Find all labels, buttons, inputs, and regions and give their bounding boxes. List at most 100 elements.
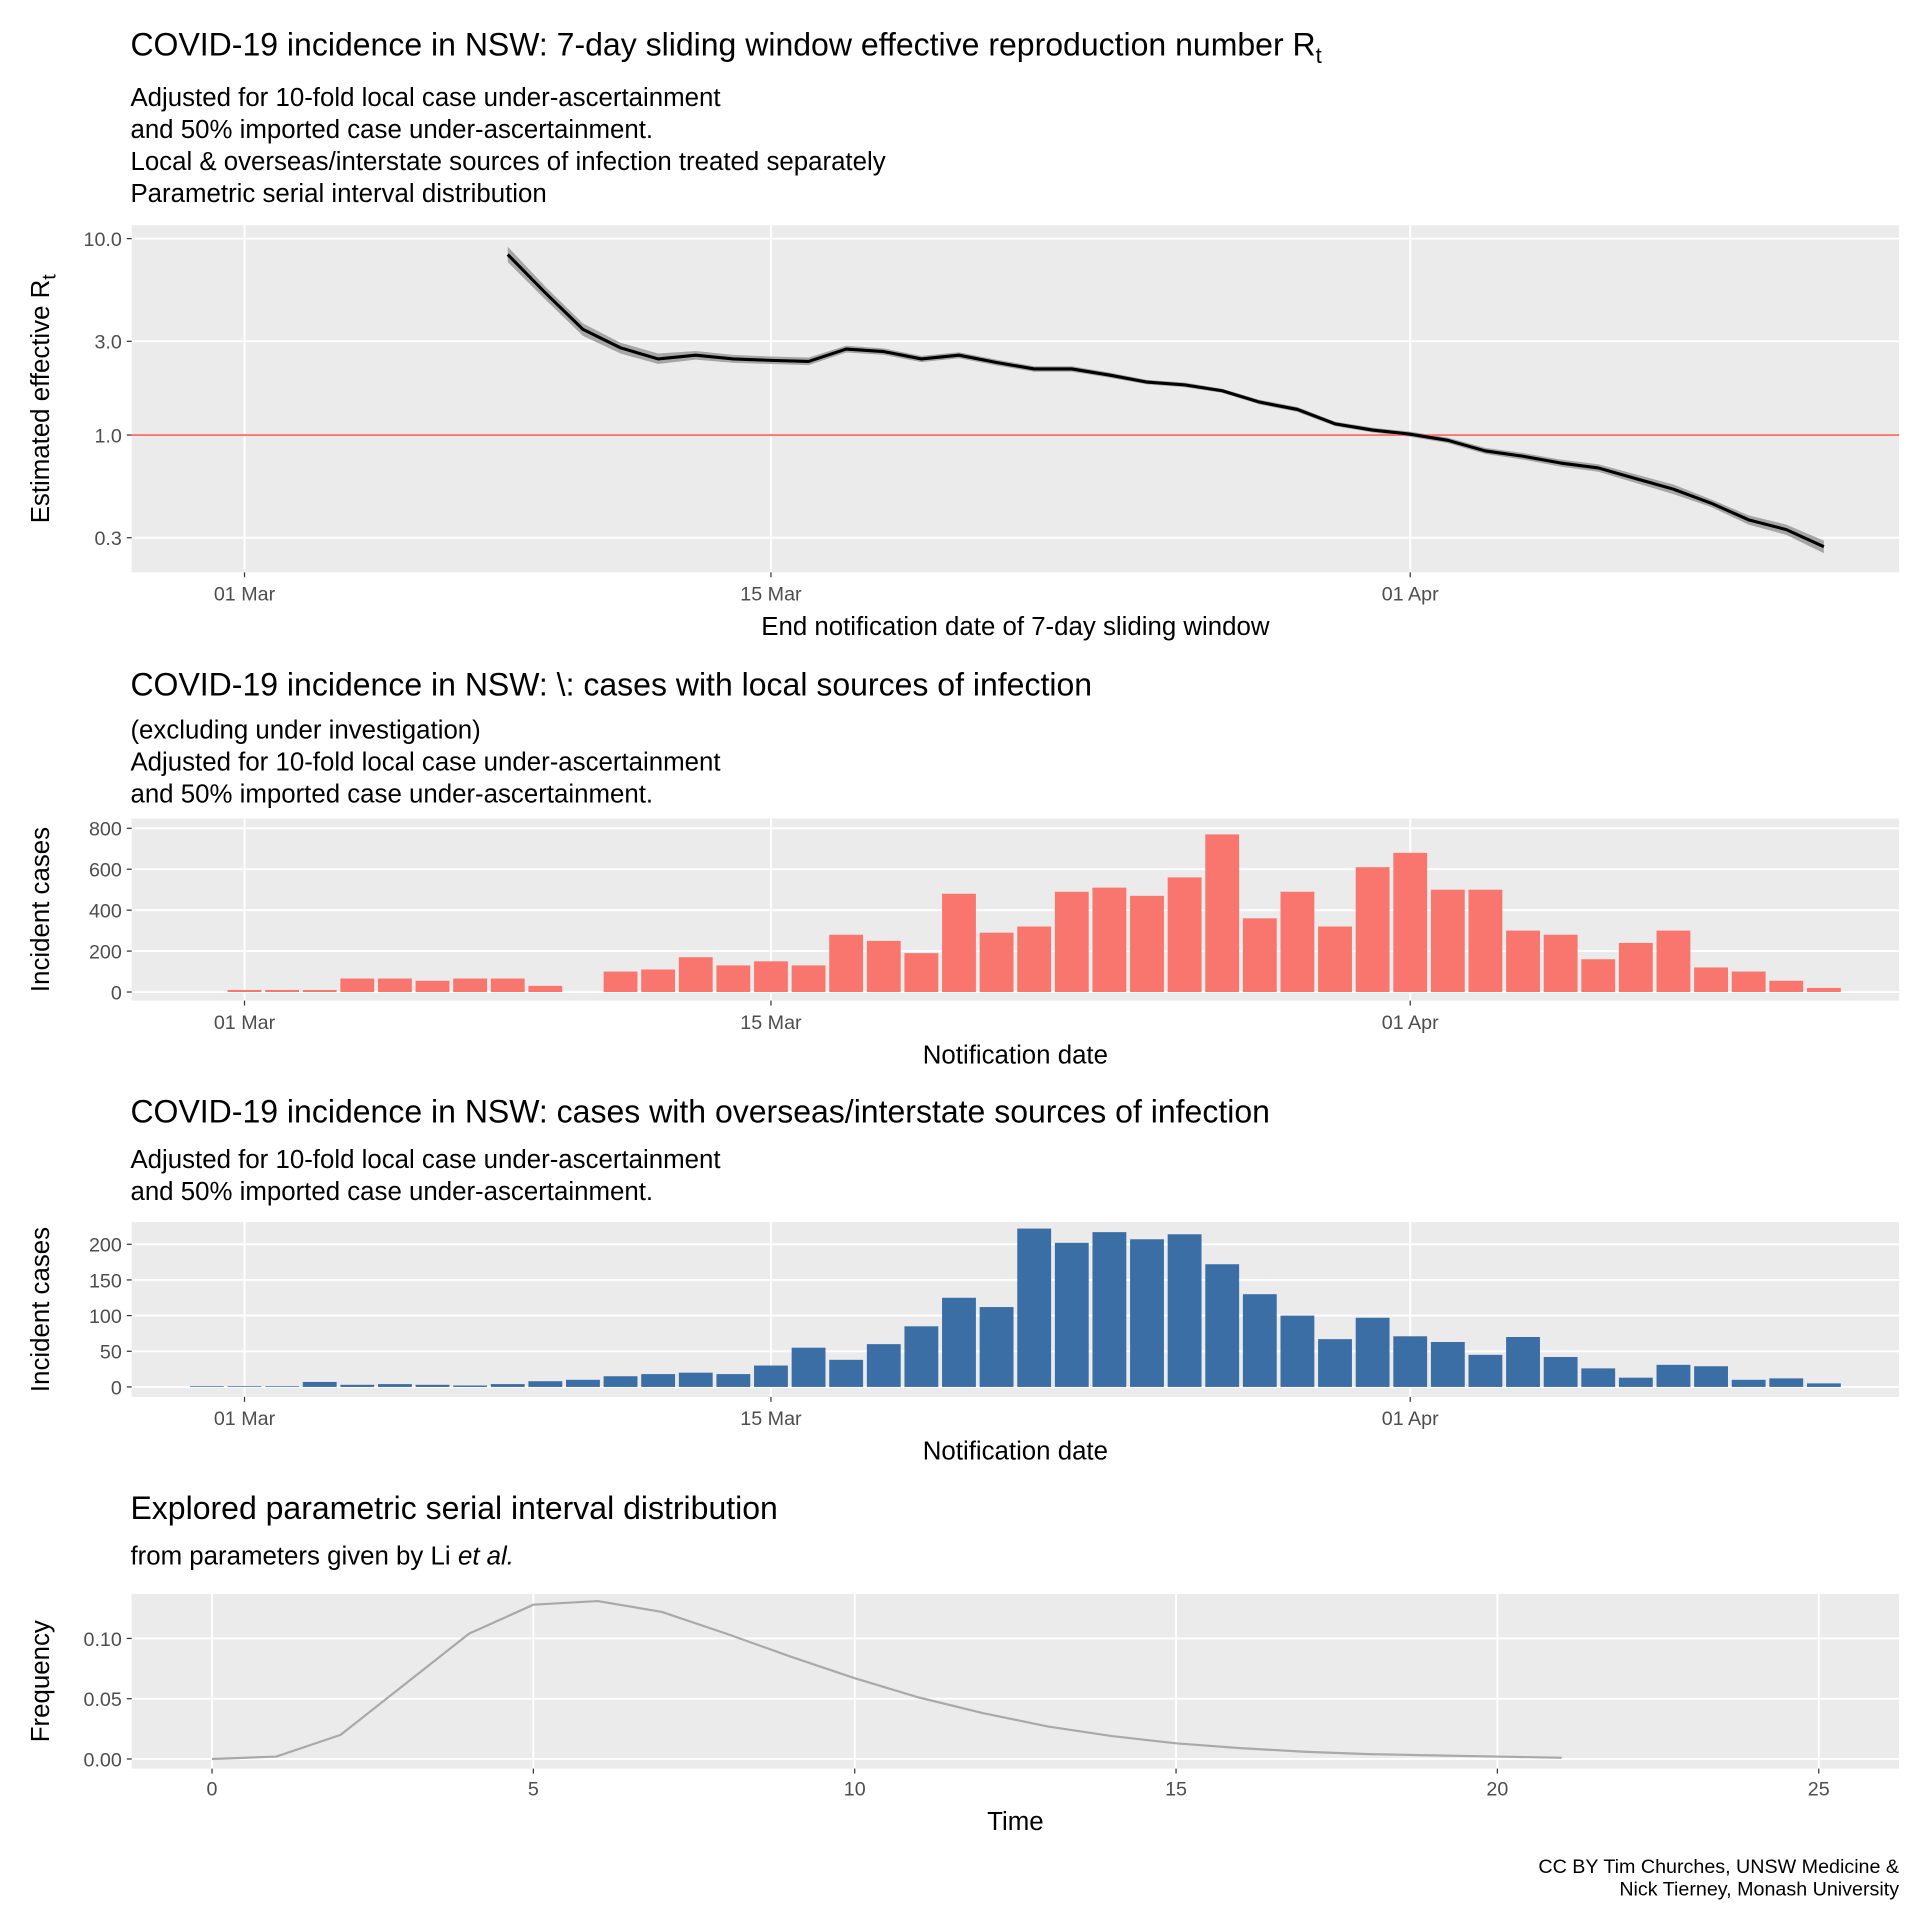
bar xyxy=(603,971,638,993)
bar xyxy=(1017,1228,1052,1387)
bar xyxy=(1506,930,1540,993)
y-tick-label: 400 xyxy=(89,901,122,923)
y-tick-label: 200 xyxy=(89,941,122,963)
y-tick-label: 0.00 xyxy=(84,1749,122,1771)
bar xyxy=(1167,877,1202,993)
bar xyxy=(942,1297,976,1387)
y-tick-label: 0.3 xyxy=(94,528,121,550)
bar xyxy=(1318,1339,1352,1387)
y-axis-title-text: Estimated effective R xyxy=(27,280,55,524)
bar xyxy=(1694,1366,1728,1387)
bar xyxy=(1731,1379,1766,1387)
y-axis-title-text: Incident cases xyxy=(27,827,55,992)
bar xyxy=(566,1379,600,1387)
chart-subtitle-text: Adjusted for 10-fold local case under-as… xyxy=(130,84,720,112)
chart-subtitle-text: (excluding under investigation) xyxy=(130,716,480,744)
chart-title-text: COVID-19 incidence in NSW: cases with ov… xyxy=(130,1093,1269,1129)
chart-subtitle: Local & overseas/interstate sources of i… xyxy=(130,148,885,176)
chart-title-text: COVID-19 incidence in NSW: 7-day sliding… xyxy=(130,26,1315,62)
chart-subtitle: Adjusted for 10-fold local case under-as… xyxy=(130,1146,720,1174)
chart-subtitle: and 50% imported case under-ascertainmen… xyxy=(130,1178,653,1206)
bar xyxy=(1656,930,1691,993)
y-axis-title: Incident cases xyxy=(27,827,55,992)
bar xyxy=(603,1376,638,1387)
bar xyxy=(942,893,976,993)
chart-subtitle: Adjusted for 10-fold local case under-as… xyxy=(130,748,720,776)
bar xyxy=(1618,1377,1653,1387)
x-tick-label: 15 Mar xyxy=(740,1408,802,1430)
x-tick-label: 01 Apr xyxy=(1382,584,1439,606)
chart-subtitle-text: and 50% imported case under-ascertainmen… xyxy=(130,1178,653,1206)
chart-subtitle: and 50% imported case under-ascertainmen… xyxy=(130,116,653,144)
bar xyxy=(866,1344,901,1387)
x-tick-label: 01 Mar xyxy=(214,1408,276,1430)
chart-title-text: Explored parametric serial interval dist… xyxy=(130,1490,777,1526)
y-tick-label: 0.05 xyxy=(84,1689,122,1711)
y-tick-label: 0 xyxy=(111,1377,122,1399)
bar xyxy=(1205,834,1240,993)
caption: Nick Tierney, Monash University xyxy=(1619,1878,1899,1900)
bar xyxy=(1130,1239,1164,1387)
bar xyxy=(1618,942,1653,993)
y-tick-label: 800 xyxy=(89,819,122,841)
bar xyxy=(791,1347,826,1387)
bar xyxy=(227,1386,262,1387)
bar xyxy=(302,989,337,993)
x-tick-label: 01 Apr xyxy=(1382,1012,1439,1034)
bar xyxy=(265,1386,300,1387)
bar xyxy=(1731,971,1766,993)
bar xyxy=(1468,889,1503,993)
x-tick-label: 20 xyxy=(1486,1779,1508,1801)
y-axis-title: Incident cases xyxy=(27,1227,55,1392)
chart-subtitle: Parametric serial interval distribution xyxy=(130,180,546,208)
y-tick-label: 0.10 xyxy=(84,1629,122,1651)
chart-title: COVID-19 incidence in NSW: 7-day sliding… xyxy=(130,26,1321,67)
x-tick-label: 01 Apr xyxy=(1382,1408,1439,1430)
y-axis-title: Frequency xyxy=(27,1620,55,1742)
bar xyxy=(1318,926,1352,993)
chart-title: COVID-19 incidence in NSW: cases with ov… xyxy=(130,1093,1269,1129)
chart-subtitle: (excluding under investigation) xyxy=(130,716,480,744)
bar xyxy=(1355,867,1390,993)
bar xyxy=(453,1385,488,1387)
y-tick-label: 3.0 xyxy=(94,332,121,354)
y-axis-title: Estimated effective Rt xyxy=(27,274,60,524)
y-axis-title-text: Incident cases xyxy=(27,1227,55,1392)
bar xyxy=(1806,1383,1841,1387)
bar xyxy=(1468,1354,1503,1387)
chart-subtitle-emphasis: et al. xyxy=(458,1542,514,1570)
bar xyxy=(415,980,450,993)
bar xyxy=(716,1374,751,1387)
bar xyxy=(1506,1337,1540,1387)
x-axis-title: End notification date of 7-day sliding w… xyxy=(761,613,1270,641)
chart-subtitle: and 50% imported case under-ascertainmen… xyxy=(130,780,653,808)
bar xyxy=(1130,895,1164,993)
plot-panel xyxy=(131,1222,1900,1397)
bar xyxy=(641,969,676,993)
chart-subtitle-text: Adjusted for 10-fold local case under-as… xyxy=(130,748,720,776)
y-tick-label: 0 xyxy=(111,982,122,1004)
chart-subtitle: from parameters given by Li et al. xyxy=(130,1542,514,1570)
bar xyxy=(716,965,751,993)
bar xyxy=(1242,1294,1277,1387)
bar xyxy=(829,1359,864,1387)
bar xyxy=(189,1386,224,1387)
x-tick-label: 01 Mar xyxy=(214,1012,276,1034)
bar xyxy=(1430,889,1465,993)
bar xyxy=(1242,918,1277,993)
bar xyxy=(1656,1364,1691,1387)
bar xyxy=(1054,891,1089,993)
bar xyxy=(1769,1378,1804,1387)
bar xyxy=(678,1372,713,1387)
bar xyxy=(340,978,375,993)
bar xyxy=(904,953,939,993)
bar xyxy=(1393,852,1428,993)
bar xyxy=(1581,1368,1616,1387)
chart-title: Explored parametric serial interval dist… xyxy=(130,1490,777,1526)
bar xyxy=(528,985,563,993)
bar xyxy=(1543,1356,1578,1387)
bar xyxy=(754,1365,788,1387)
y-axis-title-text: Frequency xyxy=(27,1620,55,1742)
